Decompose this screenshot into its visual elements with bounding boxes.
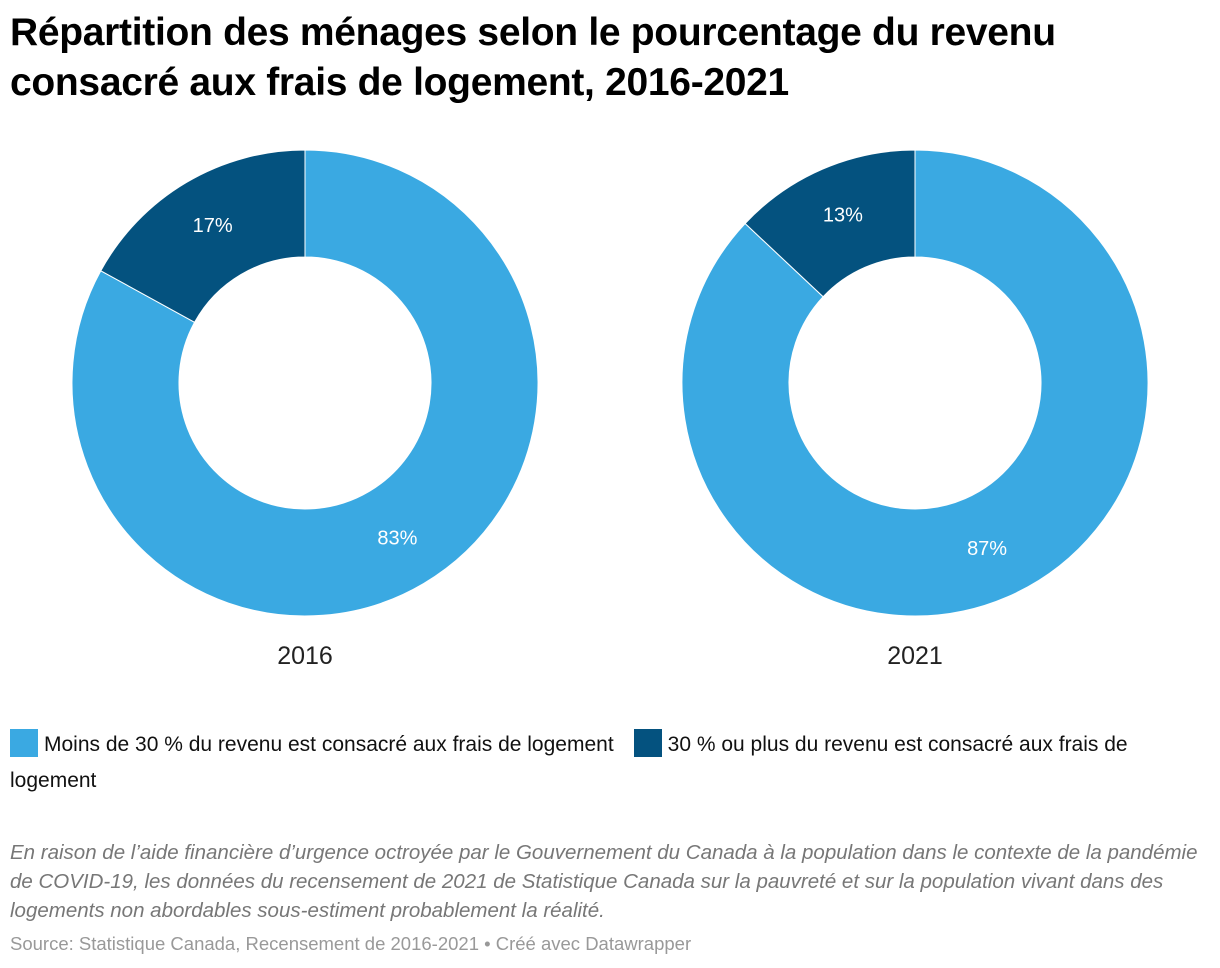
donut-2016-label-0: 83% — [377, 528, 417, 550]
donut-2021-label-1: 13% — [823, 205, 863, 227]
donut-year-label-2016: 2016 — [277, 642, 333, 670]
legend-swatch-light — [10, 729, 38, 757]
legend-item-under-30: Moins de 30 % du revenu est consacré aux… — [10, 729, 614, 757]
legend-item-30-plus: 30 % ou plus du revenu est consacré aux … — [10, 729, 1128, 792]
donut-2021-slice-0 — [681, 149, 1149, 617]
donut-year-label-2021: 2021 — [887, 642, 943, 670]
legend-label-under-30: Moins de 30 % du revenu est consacré aux… — [44, 733, 614, 756]
donut-2021-slice-1 — [744, 149, 916, 298]
legend: Moins de 30 % du revenu est consacré aux… — [10, 727, 1200, 799]
donut-2016-label-1: 17% — [193, 215, 233, 237]
legend-label-30-plus: 30 % ou plus du revenu est consacré aux … — [10, 733, 1128, 792]
chart-note: En raison de l’aide financière d’urgence… — [10, 841, 1198, 922]
chart-title: Répartition des ménages selon le pourcen… — [10, 11, 1056, 104]
donut-2021-label-0: 87% — [967, 538, 1007, 560]
donut-2016-slice-0 — [71, 149, 539, 617]
legend-swatch-dark — [633, 729, 662, 757]
donut-2016-slice-1 — [100, 149, 306, 323]
donut-charts: 83% 17% 2016 87% 13% 2021 — [71, 149, 1149, 670]
chart-source: Source: Statistique Canada, Recensement … — [10, 933, 692, 954]
